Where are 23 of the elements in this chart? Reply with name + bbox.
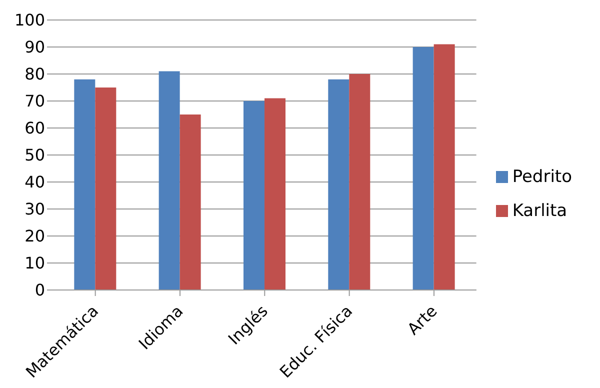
y-tick-label: 80 [24, 64, 45, 84]
y-tick-label: 0 [34, 280, 45, 300]
bar [349, 74, 370, 290]
y-tick-label: 90 [24, 38, 45, 57]
bar [95, 88, 116, 290]
bar [180, 114, 201, 290]
bar [328, 79, 350, 290]
legend-label: Karlita [512, 201, 568, 221]
y-tick-label: 70 [24, 92, 45, 111]
y-tick-label: 30 [24, 200, 45, 219]
y-tick-label: 40 [24, 172, 45, 192]
bar [264, 98, 286, 290]
legend-label: Pedrito [512, 167, 572, 187]
y-tick-label: 100 [14, 10, 45, 30]
y-tick-label: 60 [24, 118, 45, 138]
bar [158, 71, 180, 290]
bar [243, 101, 264, 290]
bar [434, 44, 455, 290]
y-tick-label: 20 [24, 226, 45, 246]
bar [412, 47, 434, 290]
y-tick-label: 50 [24, 146, 45, 165]
bar [74, 79, 96, 290]
y-tick-label: 10 [24, 254, 45, 273]
